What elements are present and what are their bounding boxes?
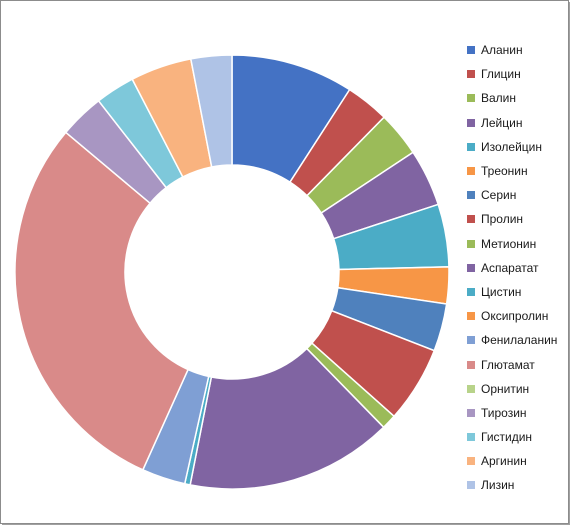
legend-item: Изолейцин bbox=[467, 135, 557, 159]
legend-item: Аргинин bbox=[467, 449, 557, 473]
legend-label: Треонин bbox=[481, 164, 528, 179]
legend-item: Аланин bbox=[467, 38, 557, 62]
legend-label: Глицин bbox=[481, 67, 521, 82]
legend-item: Лизин bbox=[467, 473, 557, 497]
legend-item: Треонин bbox=[467, 159, 557, 183]
legend-item: Гистидин bbox=[467, 425, 557, 449]
legend-swatch bbox=[467, 215, 475, 224]
legend-swatch bbox=[467, 433, 475, 442]
legend-swatch bbox=[467, 142, 475, 151]
legend-item: Глицин bbox=[467, 62, 557, 86]
legend-label: Метионин bbox=[481, 236, 537, 251]
legend-item: Серин bbox=[467, 183, 557, 207]
legend-swatch bbox=[467, 287, 475, 296]
legend-item: Фенилаланин bbox=[467, 328, 557, 352]
legend-swatch bbox=[467, 118, 475, 127]
legend-item: Цистин bbox=[467, 280, 557, 304]
legend-label: Глютамат bbox=[481, 357, 535, 372]
legend-label: Лизин bbox=[481, 478, 515, 493]
legend-label: Гистидин bbox=[481, 430, 533, 445]
legend-label: Оксипролин bbox=[481, 309, 549, 324]
legend-item: Валин bbox=[467, 86, 557, 110]
legend-swatch bbox=[467, 70, 475, 79]
legend-swatch bbox=[467, 263, 475, 272]
legend-swatch bbox=[467, 481, 475, 490]
legend-label: Пролин bbox=[481, 212, 524, 227]
legend-label: Аланин bbox=[481, 43, 523, 58]
legend-label: Лейцин bbox=[481, 115, 523, 130]
legend-label: Цистин bbox=[481, 284, 522, 299]
legend-item: Пролин bbox=[467, 207, 557, 231]
slice-14 bbox=[14, 131, 190, 471]
legend-swatch bbox=[467, 191, 475, 200]
legend-swatch bbox=[467, 384, 475, 393]
legend-swatch bbox=[467, 336, 475, 345]
legend-label: Орнитин bbox=[481, 381, 530, 396]
legend-swatch bbox=[467, 360, 475, 369]
legend-label: Фенилаланин bbox=[481, 333, 558, 348]
legend-item: Лейцин bbox=[467, 111, 557, 135]
legend-label: Тирозин bbox=[481, 405, 527, 420]
legend-item: Глютамат bbox=[467, 352, 557, 376]
legend-label: Валин bbox=[481, 91, 517, 106]
legend-item: Метионин bbox=[467, 232, 557, 256]
legend-swatch bbox=[467, 457, 475, 466]
legend: Аланин Глицин Валин Лейцин Изолейцин Треонин С… bbox=[467, 38, 557, 498]
legend-item: Тирозин bbox=[467, 401, 557, 425]
slice-19 bbox=[189, 54, 233, 168]
legend-item: Оксипролин bbox=[467, 304, 557, 328]
legend-label: Серин bbox=[481, 188, 517, 203]
legend-label: Аспаратат bbox=[481, 260, 539, 275]
legend-swatch bbox=[467, 312, 475, 321]
legend-swatch bbox=[467, 239, 475, 248]
legend-swatch bbox=[467, 94, 475, 103]
slice-10 bbox=[189, 347, 385, 490]
legend-label: Аргинин bbox=[481, 454, 527, 469]
legend-item: Орнитин bbox=[467, 377, 557, 401]
legend-label: Изолейцин bbox=[481, 139, 542, 154]
legend-swatch bbox=[467, 408, 475, 417]
legend-item: Аспаратат bbox=[467, 256, 557, 280]
legend-swatch bbox=[467, 167, 475, 176]
legend-swatch bbox=[467, 46, 475, 55]
